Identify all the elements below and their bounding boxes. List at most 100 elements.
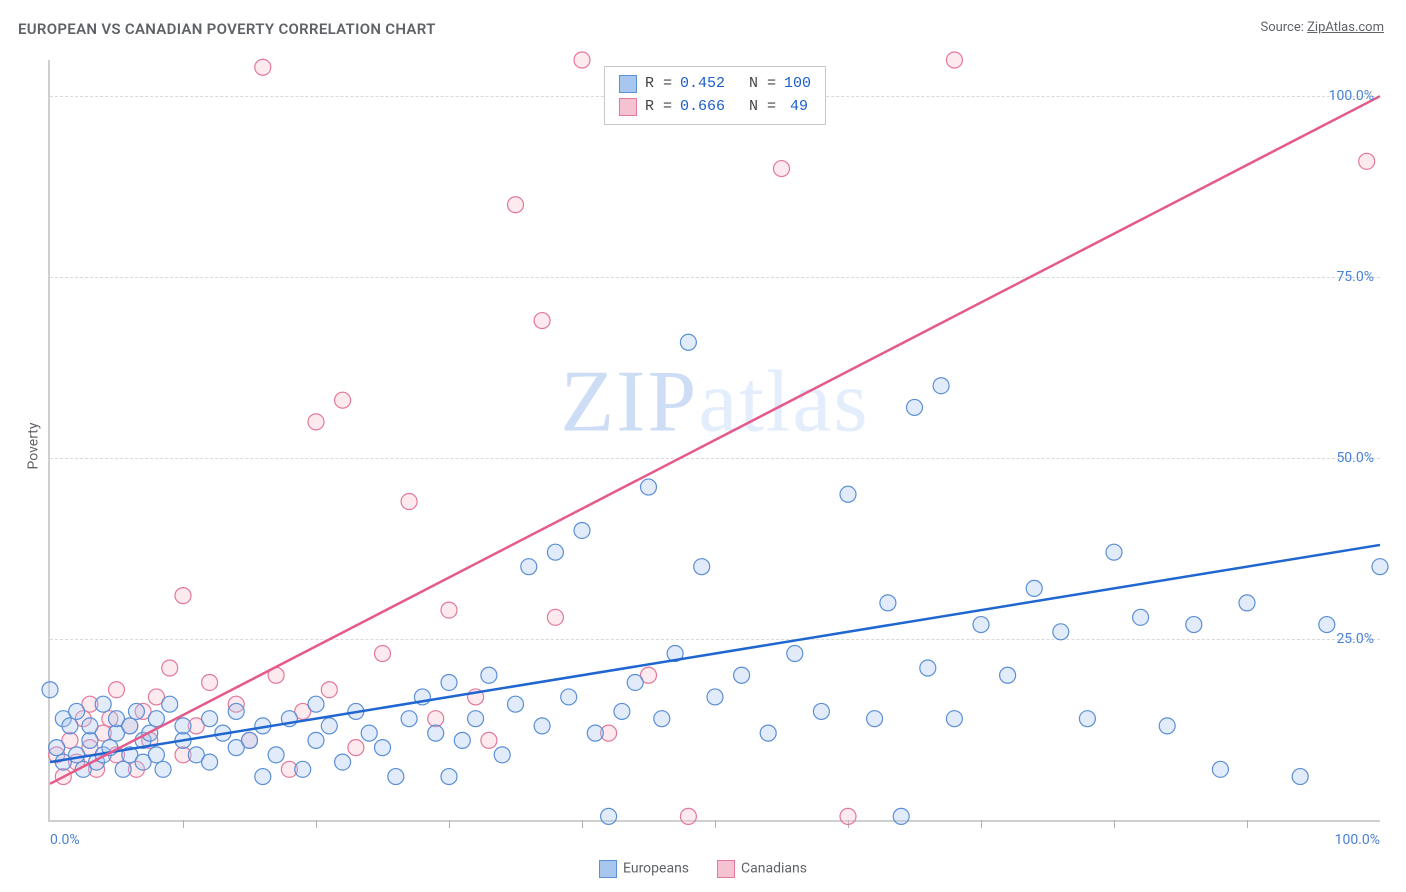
legend-swatch-europeans (599, 860, 617, 878)
data-point (375, 740, 391, 756)
chart-title: EUROPEAN VS CANADIAN POVERTY CORRELATION… (18, 20, 436, 38)
data-point (574, 52, 590, 68)
legend-item-europeans: Europeans (599, 860, 689, 878)
data-point (148, 711, 164, 727)
data-point (534, 313, 550, 329)
data-point (787, 646, 803, 662)
source-link[interactable]: ZipAtlas.com (1307, 20, 1384, 35)
data-point (547, 609, 563, 625)
data-point (242, 732, 258, 748)
data-point (1133, 609, 1149, 625)
data-point (1212, 761, 1228, 777)
data-point (335, 754, 351, 770)
data-point (348, 740, 364, 756)
data-point (401, 494, 417, 510)
data-point (694, 559, 710, 575)
data-point (175, 718, 191, 734)
stats-r-value-ca: 0.666 (680, 96, 725, 119)
y-tick-label: 50.0% (1336, 450, 1374, 466)
y-axis-label: Poverty (26, 422, 42, 469)
data-point (920, 660, 936, 676)
data-point (734, 667, 750, 683)
data-point (680, 808, 696, 824)
data-point (202, 754, 218, 770)
bottom-legend: Europeans Canadians (599, 860, 807, 878)
legend-label-europeans: Europeans (623, 861, 689, 877)
data-point (69, 747, 85, 763)
stats-row-europeans: R = 0.452 N = 100 (619, 73, 811, 96)
data-point (1026, 580, 1042, 596)
data-point (109, 682, 125, 698)
x-tick-label-max: 100.0% (1335, 832, 1380, 848)
data-point (95, 696, 111, 712)
data-point (42, 682, 58, 698)
data-point (428, 711, 444, 727)
data-point (308, 732, 324, 748)
data-point (587, 725, 603, 741)
data-point (880, 595, 896, 611)
data-point (760, 725, 776, 741)
data-point (840, 808, 856, 824)
data-point (481, 667, 497, 683)
stats-swatch-europeans (619, 75, 637, 93)
data-point (774, 161, 790, 177)
data-point (1186, 617, 1202, 633)
data-point (255, 59, 271, 75)
data-point (49, 740, 65, 756)
data-point (707, 689, 723, 705)
source-attribution: Source: ZipAtlas.com (1260, 20, 1384, 35)
data-point (295, 761, 311, 777)
data-point (115, 761, 131, 777)
data-point (680, 334, 696, 350)
data-point (1239, 595, 1255, 611)
stats-row-canadians: R = 0.666 N = 49 (619, 96, 811, 119)
data-point (82, 732, 98, 748)
data-point (162, 696, 178, 712)
x-tick-mark (1247, 820, 1248, 828)
data-point (162, 660, 178, 676)
data-point (268, 747, 284, 763)
stats-r-value-eu: 0.452 (680, 73, 725, 96)
data-point (82, 718, 98, 734)
data-point (946, 52, 962, 68)
y-tick-label: 75.0% (1336, 269, 1374, 285)
data-point (361, 725, 377, 741)
data-point (534, 718, 550, 734)
x-tick-label-min: 0.0% (50, 832, 80, 848)
data-point (202, 674, 218, 690)
chart-svg (50, 60, 1380, 820)
stats-n-label-eu: N = (749, 73, 776, 96)
data-point (375, 646, 391, 662)
data-point (481, 732, 497, 748)
legend-swatch-canadians (717, 860, 735, 878)
x-tick-mark (715, 820, 716, 828)
y-tick-label: 100.0% (1329, 88, 1374, 104)
data-point (627, 674, 643, 690)
data-point (907, 399, 923, 415)
data-point (840, 486, 856, 502)
x-tick-mark (1114, 820, 1115, 828)
source-prefix: Source: (1260, 20, 1307, 35)
stats-r-label-eu: R = (645, 73, 672, 96)
data-point (255, 769, 271, 785)
data-point (1159, 718, 1175, 734)
data-point (148, 747, 164, 763)
trend-line (50, 96, 1380, 784)
data-point (202, 711, 218, 727)
x-tick-mark (183, 820, 184, 828)
data-point (893, 808, 909, 824)
data-point (122, 718, 138, 734)
data-point (813, 703, 829, 719)
data-point (973, 617, 989, 633)
stats-legend-box: R = 0.452 N = 100 R = 0.666 N = 49 (604, 66, 826, 125)
stats-n-value-ca: 49 (784, 96, 808, 119)
data-point (308, 414, 324, 430)
data-point (1079, 711, 1095, 727)
data-point (228, 703, 244, 719)
data-point (308, 696, 324, 712)
data-point (508, 696, 524, 712)
data-point (1292, 769, 1308, 785)
x-tick-mark (582, 820, 583, 828)
data-point (614, 703, 630, 719)
trend-line (50, 545, 1380, 762)
